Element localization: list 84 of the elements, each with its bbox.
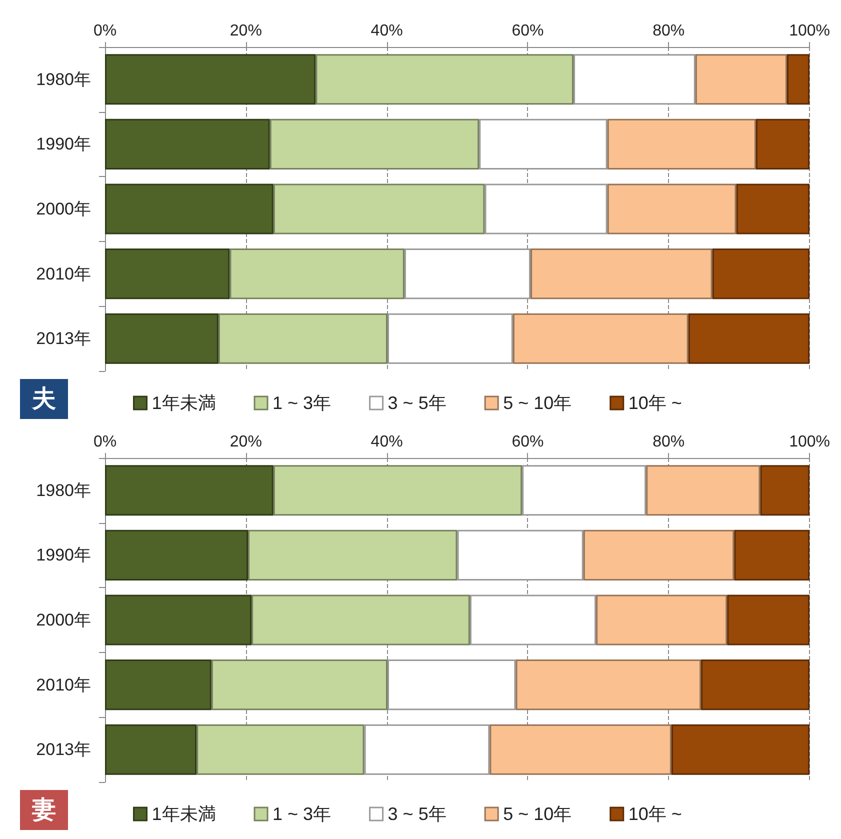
x-tick-label: 100%: [789, 434, 830, 450]
legend-label: 1年未満: [152, 393, 216, 413]
legend-label: 10年 ~: [628, 804, 682, 824]
bar: [727, 594, 810, 646]
bar: [316, 54, 574, 105]
y-tick-label: 2010年: [36, 675, 91, 694]
y-tick-label: 1990年: [36, 546, 91, 565]
x-tick-label: 20%: [230, 434, 262, 450]
x-tick-label: 60%: [512, 22, 544, 40]
y-tick-label: 2013年: [36, 740, 91, 760]
bar: [786, 54, 810, 105]
bar: [646, 465, 760, 516]
x-tick-label: 40%: [370, 22, 403, 40]
y-tick-label: 1980年: [36, 70, 91, 89]
bar: [457, 530, 584, 580]
y-tick-label: 1990年: [36, 134, 91, 154]
bar: [105, 594, 252, 646]
x-tick-label: 0%: [93, 22, 117, 40]
bar: [688, 313, 810, 364]
x-tick-label: 20%: [230, 22, 262, 40]
legend-label: 3 ~ 5年: [388, 393, 446, 413]
bar: [196, 724, 364, 775]
legend-label: 5 ~ 10年: [503, 804, 572, 824]
bar: [516, 660, 702, 710]
bar: [484, 184, 608, 234]
text: 妻: [31, 796, 56, 824]
bar: [105, 54, 316, 105]
x-tick-label: 0%: [93, 434, 117, 450]
legend-label: 5 ~ 10年: [503, 393, 572, 413]
bar: [218, 313, 388, 364]
y-tick-label: 2000年: [36, 200, 91, 218]
bar: [270, 118, 480, 170]
bar: [105, 184, 274, 234]
bar: [695, 54, 787, 105]
legend-label: 1 ~ 3年: [272, 804, 332, 824]
y-tick-label: 2010年: [36, 264, 91, 284]
bar: [701, 660, 810, 710]
bar: [105, 118, 270, 170]
bar: [105, 724, 197, 775]
bar: [211, 660, 388, 710]
bar: [479, 118, 608, 170]
legend-label: 1 ~ 3年: [272, 393, 332, 413]
bar: [248, 530, 458, 580]
bar: [404, 248, 531, 300]
text: 夫: [31, 386, 56, 412]
bar: [388, 660, 516, 710]
y-tick-label: 2000年: [36, 610, 91, 630]
y-tick-label: 2013年: [36, 329, 91, 348]
bar: [756, 118, 810, 170]
bar: [273, 465, 522, 516]
bar: [574, 54, 696, 105]
bar: [596, 594, 728, 646]
bar: [105, 660, 212, 710]
x-tick-label: 80%: [652, 434, 685, 450]
bar: [105, 313, 218, 364]
bar: [364, 724, 490, 775]
bar: [105, 465, 274, 516]
bar: [512, 313, 688, 364]
bar: [470, 594, 596, 646]
bar: [522, 465, 646, 516]
bar: [736, 184, 810, 234]
x-tick-label: 40%: [370, 434, 403, 450]
bar: [712, 248, 810, 300]
bar: [671, 724, 810, 775]
bar: [760, 465, 810, 516]
x-tick-label: 60%: [512, 434, 544, 450]
bar: [105, 530, 248, 580]
bar: [583, 530, 734, 580]
legend-label: 1年未満: [152, 804, 216, 824]
bar: [490, 724, 672, 775]
bar: [530, 248, 712, 300]
bar: [230, 248, 404, 300]
bar: [388, 313, 513, 364]
legend-label: 10年 ~: [628, 393, 682, 413]
y-tick-label: 1980年: [36, 480, 91, 500]
bar: [273, 184, 485, 234]
bar: [607, 118, 756, 170]
x-tick-label: 100%: [789, 22, 830, 40]
legend-label: 3 ~ 5年: [388, 804, 446, 824]
bar: [252, 594, 470, 646]
bar: [105, 248, 230, 300]
x-tick-label: 80%: [652, 22, 685, 40]
bar: [607, 184, 736, 234]
bar: [734, 530, 810, 580]
